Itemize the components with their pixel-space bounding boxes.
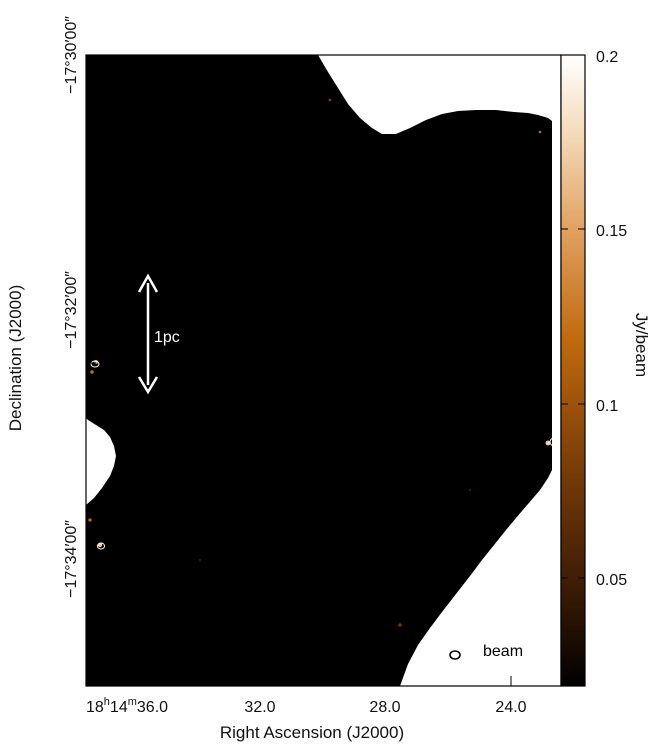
minutes-unit: m [128,696,137,708]
x-tick-label: 24.0 [495,699,526,716]
emission-speck [198,558,202,562]
x-tick-minutes: 14 [110,699,128,716]
colorbar-tick-label: 0.05 [596,572,627,589]
beam-indicator: beam [449,643,523,660]
x-tick-seconds: 36.0 [137,699,168,716]
colorbar-tick-label: 0.1 [596,398,618,415]
emission-speck [468,488,472,492]
colorbar-ticks [561,54,585,579]
y-tick-label: −17°32′00″ [63,271,80,349]
hours-unit: h [104,696,110,708]
colorbar-title: Jy/beam [632,313,651,377]
emission-speck [545,440,551,446]
emission-speck [398,623,402,627]
y-axis: −17°30′00″ −17°32′00″ −17°34′00″ Declina… [6,16,96,672]
emission-speck [328,98,332,102]
colorbar-tick-label: 0.2 [596,49,618,66]
colorbar-tick-label: 0.15 [596,223,627,240]
emission-speck [90,370,94,374]
y-tick-label: −17°30′00″ [63,16,80,94]
emission-speck [88,518,92,522]
x-axis-title: Right Ascension (J2000) [220,723,404,742]
x-tick-hours: 18 [86,699,104,716]
colorbar: 0.2 0.15 0.1 0.05 Jy/beam [560,49,651,687]
emission-contour [90,360,100,368]
map-coverage [86,55,552,686]
map-panel: 1pc beam [85,54,562,687]
y-axis-title: Declination (J2000) [6,285,25,431]
y-tick-label: −17°34′00″ [63,520,80,598]
colorbar-frame [560,54,586,687]
x-tick-label: 32.0 [244,699,275,716]
emission-speck [538,130,542,134]
emission-contour [549,438,557,446]
scale-bar-label: 1pc [154,329,180,346]
colorbar-gradient [561,55,585,686]
beam-ellipse [449,650,461,660]
scale-bar-arrow-down [137,376,159,395]
scale-bar-arrow-up [137,273,159,293]
x-tick-label: 28.0 [369,699,400,716]
beam-label: beam [483,643,523,660]
x-axis: 18h14m36.0 32.0 28.0 24.0 Right Ascensio… [86,676,527,742]
x-tick-label-full: 18h14m36.0 [86,696,168,716]
map-right-margin [552,55,561,686]
scale-bar: 1pc [137,273,180,395]
emission-specks [88,98,551,627]
emission-contour [97,542,105,550]
